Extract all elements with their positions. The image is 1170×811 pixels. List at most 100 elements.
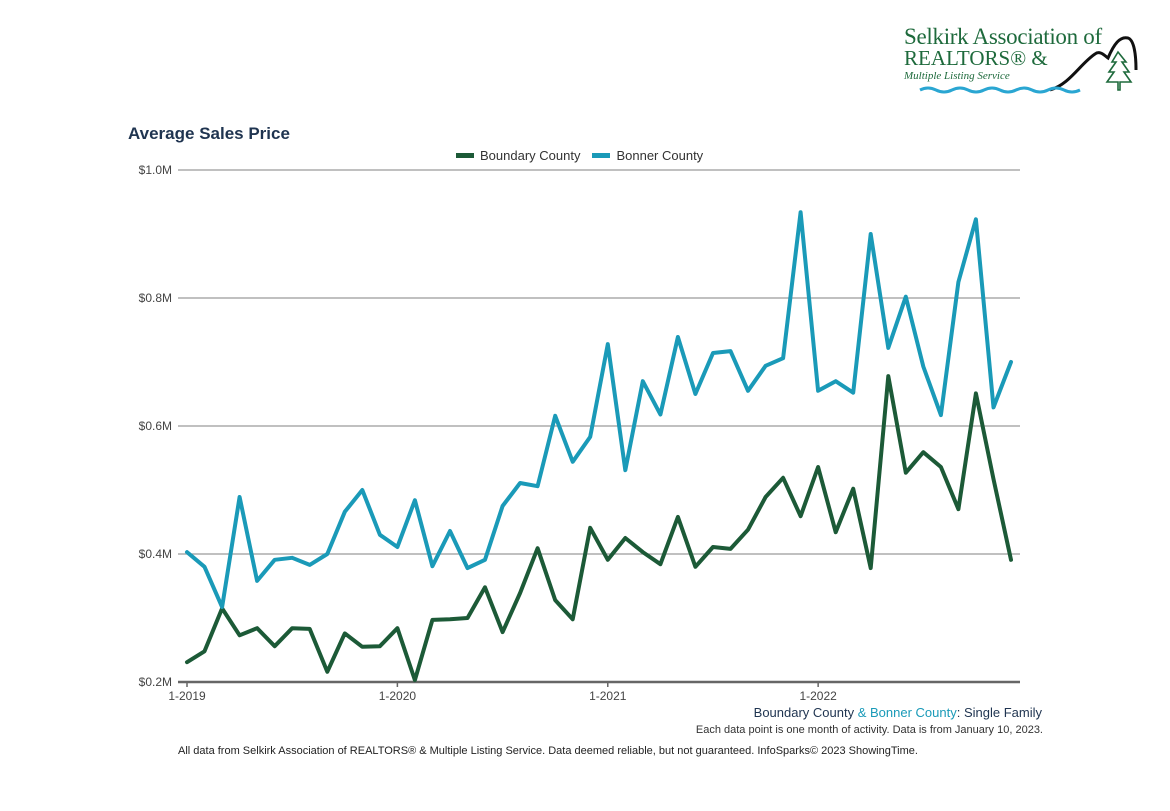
subtitle-boundary: Boundary County bbox=[753, 705, 855, 720]
data-point-boundary-county bbox=[185, 660, 189, 664]
data-point-bonner-county bbox=[290, 556, 294, 560]
data-point-boundary-county bbox=[395, 626, 399, 630]
y-axis-tick-labels: $0.2M $0.4M $0.6M $0.8M $1.0M bbox=[139, 163, 172, 689]
data-point-boundary-county bbox=[658, 562, 662, 566]
data-point-boundary-county bbox=[483, 585, 487, 589]
x-tick-label: 1-2020 bbox=[379, 689, 417, 703]
y-tick-label: $0.8M bbox=[139, 291, 172, 305]
data-point-boundary-county bbox=[343, 631, 347, 635]
gridlines bbox=[178, 169, 1020, 555]
data-note: Each data point is one month of activity… bbox=[695, 724, 1043, 736]
data-point-bonner-county bbox=[869, 232, 873, 236]
data-point-bonner-county bbox=[360, 488, 364, 492]
y-tick-label: $0.6M bbox=[139, 419, 172, 433]
data-point-bonner-county bbox=[886, 346, 890, 350]
data-point-boundary-county bbox=[851, 487, 855, 491]
logo-line-1: Selkirk Association of bbox=[904, 24, 1102, 49]
footer-disclaimer: All data from Selkirk Association of REA… bbox=[178, 745, 918, 757]
data-point-bonner-county bbox=[799, 210, 803, 214]
data-point-bonner-county bbox=[325, 552, 329, 556]
logo-line-3: Multiple Listing Service bbox=[904, 70, 1010, 82]
data-point-bonner-county bbox=[658, 412, 662, 416]
data-point-bonner-county bbox=[430, 564, 434, 568]
data-point-boundary-county bbox=[308, 627, 312, 631]
data-point-bonner-county bbox=[1009, 360, 1013, 364]
data-point-boundary-county bbox=[641, 550, 645, 554]
data-point-bonner-county bbox=[939, 413, 943, 417]
logo-line-2: REALTORS® & bbox=[904, 46, 1048, 70]
y-tick-label: $1.0M bbox=[139, 163, 172, 177]
x-tick-label: 1-2019 bbox=[168, 689, 206, 703]
data-point-bonner-county bbox=[571, 460, 575, 464]
data-point-boundary-county bbox=[203, 649, 207, 653]
data-point-boundary-county bbox=[255, 626, 259, 630]
data-point-bonner-county bbox=[641, 379, 645, 383]
legend-label-boundary: Boundary County bbox=[480, 148, 581, 163]
data-point-bonner-county bbox=[974, 217, 978, 221]
data-point-boundary-county bbox=[360, 645, 364, 649]
data-point-boundary-county bbox=[378, 644, 382, 648]
data-point-boundary-county bbox=[501, 630, 505, 634]
data-point-bonner-county bbox=[518, 481, 522, 485]
data-point-bonner-county bbox=[588, 435, 592, 439]
data-point-bonner-county bbox=[746, 389, 750, 393]
data-point-bonner-county bbox=[220, 605, 224, 609]
data-point-boundary-county bbox=[606, 558, 610, 562]
data-point-boundary-county bbox=[974, 391, 978, 395]
data-point-boundary-county bbox=[728, 547, 732, 551]
data-point-boundary-county bbox=[746, 528, 750, 532]
subtitle-amp: & bbox=[854, 705, 871, 720]
series-line-bonner-county bbox=[185, 210, 1013, 610]
data-point-boundary-county bbox=[588, 526, 592, 530]
series-line-boundary-county bbox=[185, 374, 1013, 683]
data-point-boundary-county bbox=[676, 515, 680, 519]
data-point-bonner-county bbox=[623, 468, 627, 472]
data-point-boundary-county bbox=[325, 670, 329, 674]
data-point-bonner-county bbox=[378, 533, 382, 537]
data-point-bonner-county bbox=[536, 484, 540, 488]
data-point-boundary-county bbox=[939, 465, 943, 469]
legend: Boundary County Bonner County bbox=[456, 148, 715, 163]
x-tick-label: 1-2021 bbox=[589, 689, 627, 703]
data-point-bonner-county bbox=[553, 414, 557, 418]
data-point-boundary-county bbox=[991, 477, 995, 481]
legend-swatch-bonner bbox=[592, 153, 611, 158]
data-point-bonner-county bbox=[693, 392, 697, 396]
data-point-boundary-county bbox=[693, 565, 697, 569]
subtitle-rest: : Single Family bbox=[956, 705, 1042, 720]
data-point-boundary-county bbox=[921, 450, 925, 454]
data-point-bonner-county bbox=[851, 391, 855, 395]
data-point-bonner-county bbox=[991, 405, 995, 409]
data-point-bonner-county bbox=[781, 356, 785, 360]
data-point-boundary-county bbox=[904, 471, 908, 475]
data-point-boundary-county bbox=[1009, 558, 1013, 562]
data-point-boundary-county bbox=[466, 616, 470, 620]
data-point-boundary-county bbox=[816, 465, 820, 469]
data-point-boundary-county bbox=[273, 644, 277, 648]
data-point-bonner-county bbox=[255, 579, 259, 583]
data-point-boundary-county bbox=[886, 374, 890, 378]
data-point-bonner-county bbox=[185, 550, 189, 554]
legend-label-bonner: Bonner County bbox=[616, 148, 704, 163]
data-point-bonner-county bbox=[466, 566, 470, 570]
x-axis: 1-2019 1-2020 1-2021 1-2022 bbox=[168, 680, 1020, 703]
data-point-bonner-county bbox=[816, 389, 820, 393]
data-point-boundary-county bbox=[711, 545, 715, 549]
y-tick-label: $0.4M bbox=[139, 547, 172, 561]
data-point-boundary-county bbox=[553, 598, 557, 602]
data-point-bonner-county bbox=[834, 379, 838, 383]
data-point-bonner-county bbox=[764, 364, 768, 368]
data-point-bonner-county bbox=[203, 565, 207, 569]
legend-item-boundary[interactable]: Boundary County bbox=[456, 148, 580, 163]
data-point-boundary-county bbox=[430, 618, 434, 622]
data-point-bonner-county bbox=[956, 280, 960, 284]
data-point-bonner-county bbox=[448, 529, 452, 533]
data-point-boundary-county bbox=[448, 617, 452, 621]
data-point-boundary-county bbox=[623, 536, 627, 540]
chart-title: Average Sales Price bbox=[128, 124, 290, 143]
legend-item-bonner[interactable]: Bonner County bbox=[592, 148, 703, 163]
y-tick-label: $0.2M bbox=[139, 675, 172, 689]
data-point-bonner-county bbox=[711, 351, 715, 355]
data-point-boundary-county bbox=[536, 546, 540, 550]
